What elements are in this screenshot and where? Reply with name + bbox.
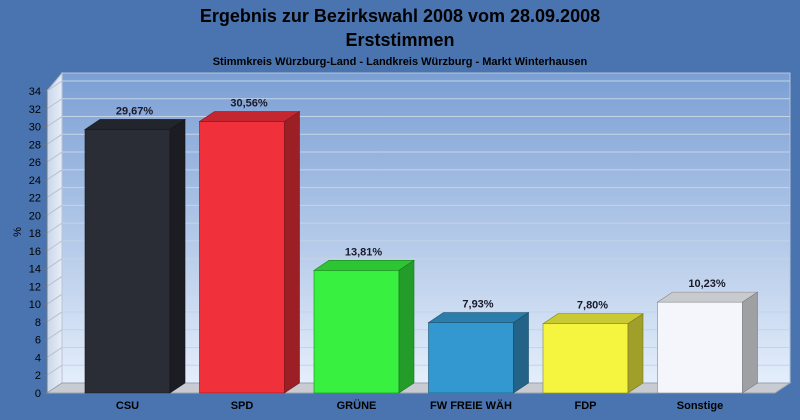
grid-line-side <box>46 293 63 305</box>
value-label: 13,81% <box>345 246 383 258</box>
y-tick-label: 24 <box>29 175 41 187</box>
bar-top <box>313 260 415 271</box>
category-label: SPD <box>231 400 254 412</box>
y-tick-label: 12 <box>29 281 41 293</box>
bar-side <box>169 118 186 394</box>
bar-top <box>542 313 644 325</box>
bar-top <box>656 291 759 303</box>
bar-fdp <box>542 313 644 394</box>
grid-line-side <box>46 347 63 358</box>
bar-side <box>742 291 758 394</box>
y-tick-label: 8 <box>35 317 41 329</box>
value-labels-group: 29,67% 30,56% 13,81% 7,93% 7,80% 10,23% <box>116 98 726 312</box>
bar-fw-freie-wäh <box>427 312 530 394</box>
bar-sonstige <box>656 291 759 394</box>
bar-spd <box>198 110 301 394</box>
bar-front <box>313 270 400 394</box>
bars-group <box>84 110 759 394</box>
bar-top <box>198 111 301 122</box>
y-tick-label: 32 <box>29 104 41 116</box>
category-label: FW FREIE WÄH <box>430 399 512 412</box>
grid-line-side <box>46 311 63 323</box>
grid-line-side <box>46 364 63 376</box>
y-tick-label: 18 <box>29 228 41 240</box>
bar-front <box>428 322 514 394</box>
grid-line-side <box>46 329 63 341</box>
grid-line-side <box>46 222 63 234</box>
grid-line-side <box>46 240 63 252</box>
bar-side <box>284 110 300 394</box>
y-tick-label: 0 <box>35 388 41 400</box>
y-tick-label: 2 <box>35 370 41 382</box>
category-labels-group: CSU SPD GRÜNE FW FREIE WÄH FDP Sonstige <box>116 399 723 412</box>
bar-top <box>84 119 186 130</box>
bar-side <box>398 259 415 394</box>
y-tick-label: 34 <box>29 86 41 98</box>
bar-side <box>627 313 644 394</box>
grid-line-side <box>46 169 63 181</box>
grid-line-side <box>46 204 63 216</box>
category-label: FDP <box>575 400 597 412</box>
bar-csu <box>84 118 186 394</box>
bar-front <box>84 129 171 394</box>
bar-side <box>513 312 529 394</box>
y-axis-label: % <box>12 227 24 237</box>
chart-caption: Stimmkreis Würzburg-Land - Landkreis Wür… <box>213 56 588 68</box>
y-tick-label: 16 <box>29 246 41 258</box>
y-tick-label: 6 <box>35 335 41 347</box>
grid-line-side <box>46 133 63 145</box>
category-label: GRÜNE <box>337 399 377 412</box>
y-tick-label: 30 <box>29 122 41 134</box>
y-tick-label: 20 <box>29 210 41 222</box>
grid-line-side <box>46 80 63 92</box>
bar-front <box>657 301 743 394</box>
y-tick-label: 14 <box>29 264 41 276</box>
grid-line-side <box>46 98 63 110</box>
grid-line-side <box>46 116 63 127</box>
chart-title: Ergebnis zur Bezirkswahl 2008 vom 28.09.… <box>200 6 600 26</box>
y-tick-label: 28 <box>29 139 41 151</box>
grid-line-side <box>46 258 63 270</box>
value-label: 7,80% <box>577 300 608 312</box>
grid-line-side <box>46 187 63 199</box>
y-tick-label: 22 <box>29 193 41 205</box>
grid-line-side <box>46 151 63 163</box>
category-label: CSU <box>116 400 139 412</box>
bar-front <box>542 323 629 394</box>
bar-top <box>427 312 530 323</box>
value-label: 29,67% <box>116 105 154 117</box>
grid-line-side <box>46 275 63 287</box>
y-tick-label: 10 <box>29 299 41 311</box>
category-label: Sonstige <box>677 400 723 412</box>
value-label: 30,56% <box>230 98 268 110</box>
value-label: 10,23% <box>688 278 726 290</box>
y-tick-label: 4 <box>35 352 41 364</box>
bar-front <box>199 121 285 394</box>
bar-grüne <box>313 259 415 394</box>
value-label: 7,93% <box>462 299 493 311</box>
y-tick-label: 26 <box>29 157 41 169</box>
chart-subtitle: Erststimmen <box>345 30 454 50</box>
